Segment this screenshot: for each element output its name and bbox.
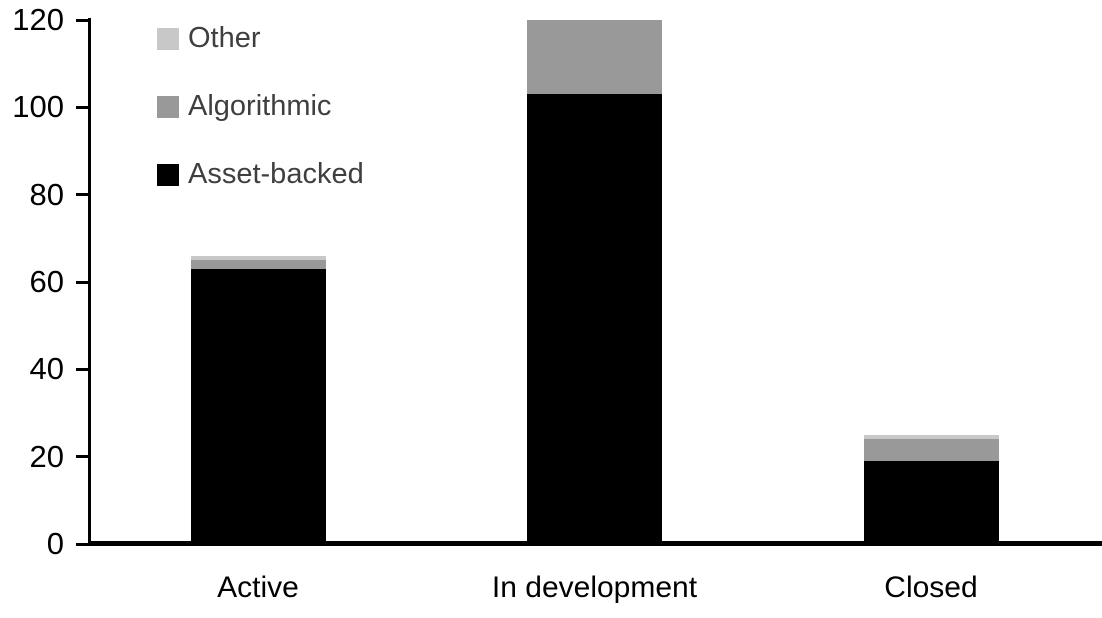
y-tick-mark (76, 455, 88, 459)
bar-segment-closed-algorithmic (863, 439, 999, 462)
legend-label: Algorithmic (188, 90, 332, 122)
y-tick-label-60: 60 (29, 264, 64, 299)
legend-swatch-icon (157, 95, 179, 118)
legend-swatch-icon (157, 27, 179, 50)
y-tick-label-80: 80 (29, 176, 64, 212)
bar-segment-active-asset-backed (190, 268, 326, 544)
x-category-label-in-development: In development (491, 571, 698, 604)
x-category-label-active: Active (217, 571, 299, 604)
y-tick-label-0: 0 (46, 526, 64, 561)
bar-segment-closed-asset-backed (863, 461, 999, 544)
x-category-label-closed: Closed (884, 571, 978, 604)
bar-segment-in-development-algorithmic (527, 20, 662, 95)
y-tick-mark (76, 105, 88, 109)
y-tick-label-100: 100 (12, 89, 64, 125)
y-tick-mark (76, 18, 88, 22)
bar-segment-closed-other (863, 434, 999, 440)
legend-label: Other (188, 22, 261, 54)
legend-item-asset-backed: Asset-backed (157, 158, 364, 190)
legend-item-algorithmic: Algorithmic (157, 90, 332, 122)
y-tick-mark (76, 367, 88, 371)
bar-segment-active-algorithmic (190, 260, 326, 269)
y-tick-label-120: 120 (12, 2, 64, 37)
y-tick-label-40: 40 (29, 351, 64, 387)
bar-segment-active-other (190, 255, 326, 261)
y-axis-line (88, 18, 91, 546)
y-tick-mark (76, 542, 88, 546)
y-tick-mark (76, 193, 88, 197)
y-tick-mark (76, 280, 88, 284)
legend-swatch-icon (157, 163, 179, 186)
x-axis-line (88, 541, 1102, 546)
legend-item-other: Other (157, 22, 261, 54)
bar-segment-in-development-asset-backed (527, 94, 662, 544)
legend-label: Asset-backed (188, 158, 364, 190)
y-tick-label-20: 20 (29, 438, 64, 474)
